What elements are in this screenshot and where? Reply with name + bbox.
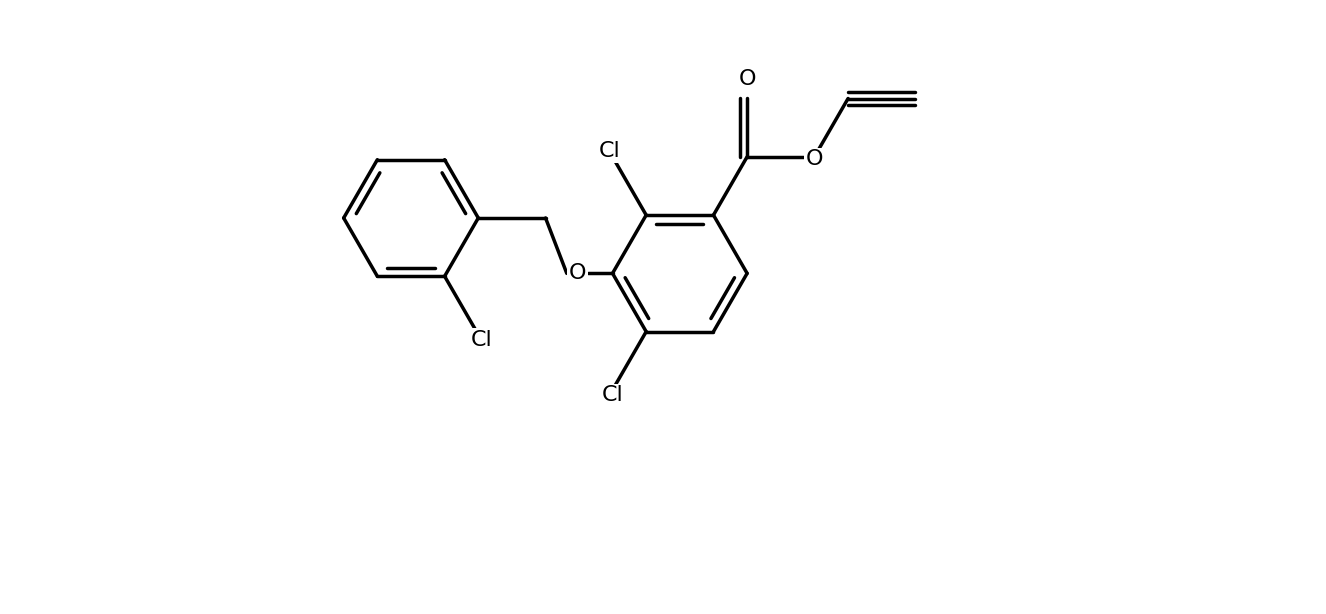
Text: O: O <box>806 149 823 169</box>
Text: Cl: Cl <box>598 141 621 161</box>
Text: O: O <box>569 263 586 283</box>
Text: Cl: Cl <box>471 330 492 350</box>
Text: Cl: Cl <box>602 386 623 405</box>
Text: O: O <box>739 69 756 89</box>
